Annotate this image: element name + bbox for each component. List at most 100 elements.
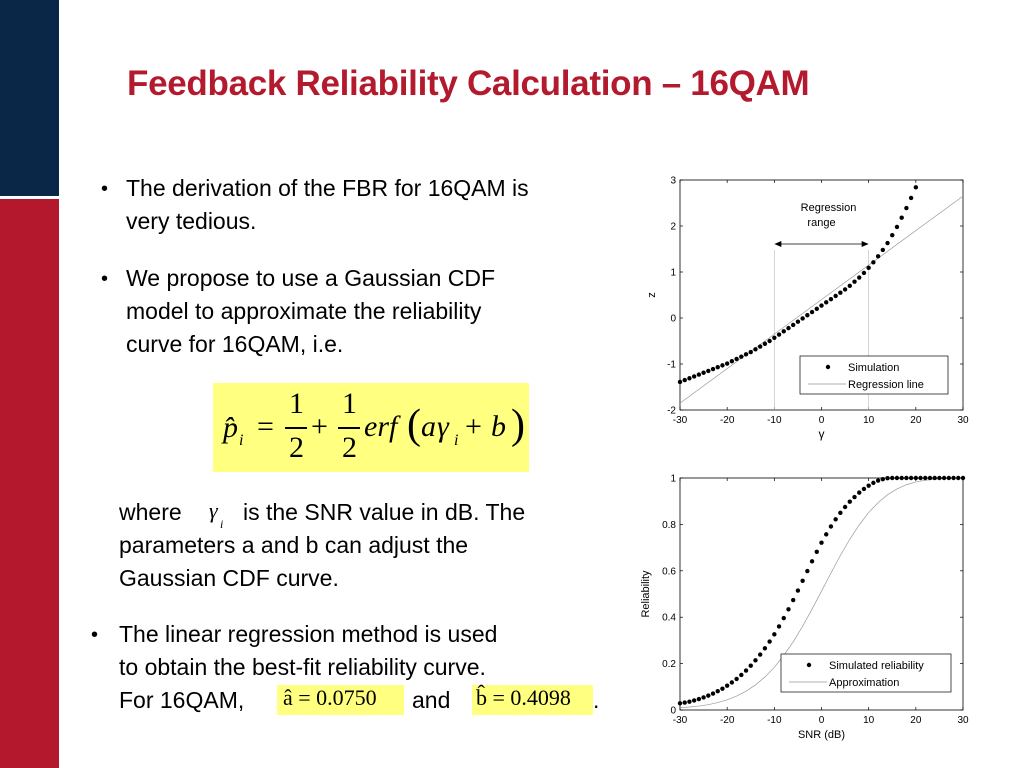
data-point: [786, 607, 791, 612]
bullet-3-period: .: [593, 687, 600, 713]
side-bar-red: [0, 199, 59, 768]
data-point: [956, 475, 961, 481]
data-point: [871, 260, 876, 265]
bullet-3-line-1: The linear regression method is used: [119, 621, 498, 647]
legend-label: Regression line: [848, 379, 924, 391]
where-gamma: γ: [209, 498, 218, 523]
data-point: [772, 632, 777, 637]
data-point: [861, 486, 867, 492]
eq-gamma: γ: [437, 410, 449, 443]
data-point: [805, 568, 810, 574]
data-point: [729, 680, 735, 685]
series-line: [679, 477, 964, 709]
data-point: [696, 696, 702, 702]
eq-b: b: [491, 410, 506, 443]
bullet-3-line-3: For 16QAM, and .: [119, 684, 599, 717]
eq-p-hat: p̂: [223, 411, 238, 444]
data-point: [776, 624, 782, 629]
data-point: [918, 475, 923, 481]
x-tick-label: -10: [767, 415, 782, 426]
data-point: [904, 205, 909, 211]
data-point: [847, 499, 852, 504]
data-point: [753, 658, 758, 663]
y-tick-label: -2: [667, 406, 676, 417]
data-point: [875, 478, 881, 483]
eq-frac1-den: 2: [289, 431, 304, 464]
x-tick-label: 10: [863, 415, 875, 426]
data-point: [800, 316, 805, 321]
data-point: [757, 344, 763, 349]
y-axis-label: Reliability: [640, 570, 652, 618]
slide-title: Feedback Reliability Calculation – 16QAM: [127, 64, 810, 103]
data-point: [734, 676, 739, 682]
data-point: [809, 309, 815, 315]
eq-frac2-bar: [338, 427, 360, 429]
bullet-1-line-2: very tedious.: [126, 208, 257, 234]
y-tick-label: 0.2: [662, 659, 676, 670]
x-tick-label: -20: [720, 415, 735, 426]
data-point: [833, 517, 838, 522]
data-point: [824, 532, 829, 537]
where-gamma-sub: i: [220, 517, 224, 531]
eq-equals: =: [257, 410, 274, 443]
data-point: [734, 356, 739, 362]
x-tick-label: 0: [819, 415, 825, 426]
data-point: [720, 363, 725, 368]
data-point: [814, 306, 819, 311]
data-point: [861, 270, 867, 276]
annotation-line-1: Regression: [801, 202, 857, 214]
y-tick-label: 0: [670, 314, 676, 325]
data-point: [857, 490, 862, 495]
eq-paren-close: ): [511, 402, 525, 448]
b-hat-box: b̂ = 0.4098: [472, 685, 593, 715]
where-line-1-rest: is the SNR value in dB. The: [243, 499, 526, 525]
legend-label: Simulated reliability: [829, 660, 924, 672]
where-line-3: Gaussian CDF curve.: [119, 565, 339, 591]
data-point: [767, 338, 772, 344]
data-point: [795, 319, 801, 324]
data-point: [682, 377, 687, 383]
data-point: [913, 475, 919, 481]
eq-erf: erf: [364, 410, 398, 443]
x-tick-label: -30: [673, 415, 688, 426]
where-paragraph: where γ i is the SNR value in dB. The pa…: [119, 496, 599, 595]
y-tick-label: 0.8: [662, 520, 676, 531]
y-tick-label: -1: [667, 360, 676, 371]
data-point: [762, 646, 768, 651]
data-point: [791, 322, 796, 328]
data-point: [696, 372, 702, 377]
data-point: [715, 365, 720, 370]
data-point: [951, 475, 956, 481]
bullet-2-text: We propose to use a Gaussian CDF model t…: [126, 262, 495, 361]
x-tick-label: -10: [767, 715, 782, 726]
eq-a: a: [421, 410, 436, 443]
bullet-dot: •: [101, 178, 109, 200]
bullet-dot: •: [101, 268, 109, 290]
eq-p-sub: i: [239, 432, 244, 449]
legend-box: [799, 355, 949, 395]
data-point: [894, 224, 900, 230]
data-point: [791, 597, 796, 603]
data-point: [838, 290, 843, 295]
side-bar-navy: [0, 0, 59, 196]
bullet-2-line-1: We propose to use a Gaussian CDF: [126, 265, 496, 291]
eq-gamma-sub: i: [454, 432, 459, 449]
data-point: [706, 368, 711, 374]
data-point: [890, 233, 895, 238]
data-point: [824, 300, 829, 305]
eq-plus: +: [311, 410, 328, 443]
y-tick-label: 1: [670, 474, 676, 485]
data-point: [795, 588, 801, 593]
x-tick-label: 20: [910, 715, 922, 726]
data-point: [809, 559, 815, 564]
data-point: [691, 698, 697, 703]
legend-label: Approximation: [829, 677, 899, 689]
arrow-head-left: [774, 241, 782, 247]
data-point: [677, 701, 683, 706]
eq-frac1-bar: [285, 427, 307, 429]
data-point: [871, 480, 876, 486]
data-point: [757, 652, 763, 657]
x-tick-label: 20: [910, 415, 922, 426]
data-point: [875, 254, 881, 259]
data-point: [913, 185, 919, 190]
